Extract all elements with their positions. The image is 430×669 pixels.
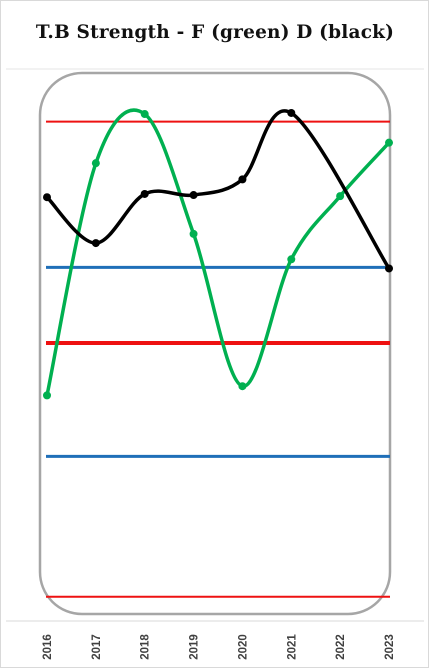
x-tick-label-2021: 2021 xyxy=(286,634,298,660)
series-1-point-2023 xyxy=(385,138,393,147)
reference-lines xyxy=(46,120,390,598)
series-2-point-2023 xyxy=(385,264,393,273)
series-1-point-2018 xyxy=(140,110,149,119)
series-2-point-2017 xyxy=(91,239,100,248)
series-1-point-2016 xyxy=(43,391,51,400)
x-tick-label-2016: 2016 xyxy=(42,634,54,660)
chart-title: T.B Strength - F (green) D (black) xyxy=(35,22,395,43)
series-1-line xyxy=(45,108,391,398)
series-1-point-2022 xyxy=(336,192,345,201)
series-2-point-2016 xyxy=(43,193,51,202)
series-markers xyxy=(43,108,393,400)
x-tick-label-2018: 2018 xyxy=(140,634,152,660)
series-1-point-2020 xyxy=(238,382,247,391)
x-tick-label-2020: 2020 xyxy=(237,634,249,660)
x-tick-label-2019: 2019 xyxy=(189,634,201,660)
x-tick-label-2023: 2023 xyxy=(384,634,396,660)
x-axis-tick-labels: 2016 2017 2018 2019 2020 2021 2022 2023 xyxy=(42,634,396,660)
series-2-point-2019 xyxy=(189,191,198,200)
x-tick-label-2017: 2017 xyxy=(91,634,103,660)
series-1-point-2019 xyxy=(189,229,198,238)
series-1-point-2017 xyxy=(91,159,100,168)
series-2-point-2020 xyxy=(238,175,247,184)
series-2-point-2021 xyxy=(287,108,296,117)
x-tick-label-2022: 2022 xyxy=(335,634,347,660)
series-2-point-2018 xyxy=(140,189,149,198)
series-1-point-2021 xyxy=(287,255,296,264)
